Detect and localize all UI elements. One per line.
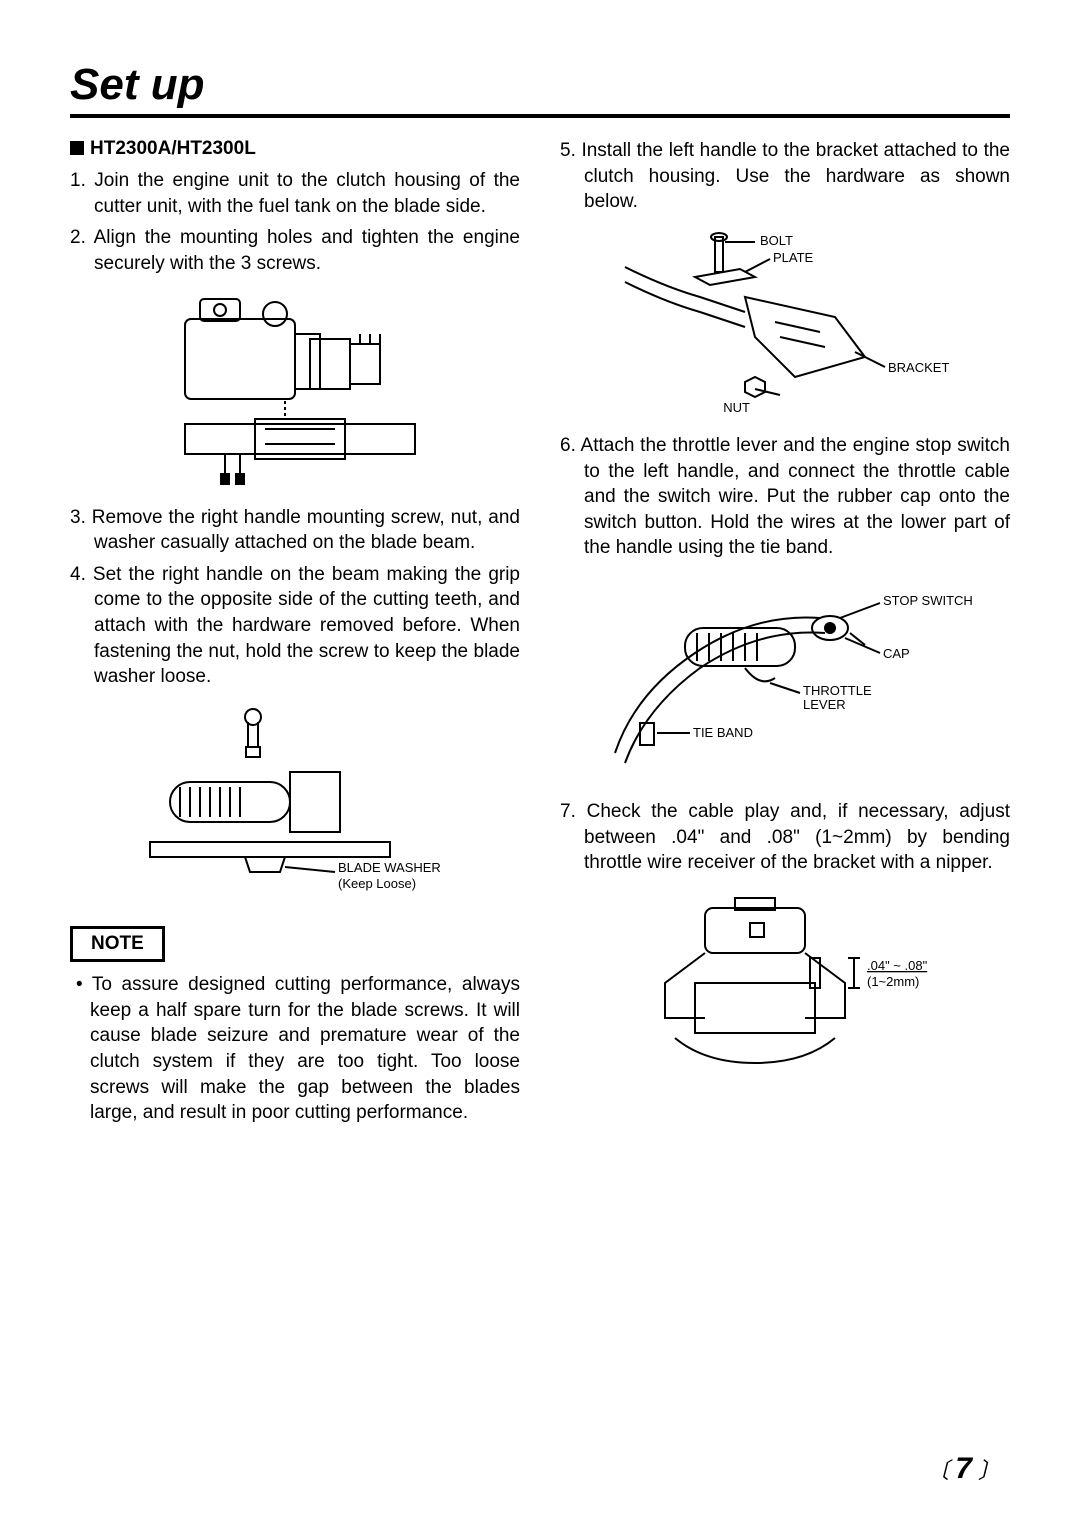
figure-right-handle: BLADE WASHER (Keep Loose) bbox=[70, 702, 520, 902]
note-label: NOTE bbox=[70, 926, 165, 962]
label-bracket: BRACKET bbox=[888, 360, 949, 375]
label-nut: NUT bbox=[723, 400, 750, 415]
model-header-text: HT2300A/HT2300L bbox=[90, 138, 256, 159]
label-plate: PLATE bbox=[773, 250, 814, 265]
step-7: 7. Check the cable play and, if necessar… bbox=[560, 799, 1010, 876]
right-step-list-1: 5. Install the left handle to the bracke… bbox=[560, 138, 1010, 215]
cable-play-icon: .04" ~ .08" (1~2mm) bbox=[605, 888, 965, 1078]
step-1: 1. Join the engine unit to the clutch ho… bbox=[70, 168, 520, 219]
step-4: 4. Set the right handle on the beam maki… bbox=[70, 562, 520, 690]
throttle-icon: STOP SWITCH CAP THROTTLE LEVER TIE BAND bbox=[585, 573, 985, 783]
left-step-list: 1. Join the engine unit to the clutch ho… bbox=[70, 168, 520, 277]
label-tie-band: TIE BAND bbox=[693, 725, 753, 740]
label-range-l1: .04" ~ .08" bbox=[867, 958, 928, 973]
square-bullet-icon bbox=[70, 141, 84, 155]
model-header: HT2300A/HT2300L bbox=[70, 138, 520, 160]
label-keep-loose: (Keep Loose) bbox=[338, 876, 416, 891]
right-column: 5. Install the left handle to the bracke… bbox=[560, 138, 1010, 1126]
page-title: Set up bbox=[70, 60, 1010, 118]
right-step-list-2: 6. Attach the throttle lever and the eng… bbox=[560, 433, 1010, 561]
step-5: 5. Install the left handle to the bracke… bbox=[560, 138, 1010, 215]
label-throttle-l1: THROTTLE bbox=[803, 683, 872, 698]
left-column: HT2300A/HT2300L 1. Join the engine unit … bbox=[70, 138, 520, 1126]
label-stop-switch: STOP SWITCH bbox=[883, 593, 973, 608]
label-bolt: BOLT bbox=[760, 233, 793, 248]
label-cap: CAP bbox=[883, 646, 910, 661]
step-6: 6. Attach the throttle lever and the eng… bbox=[560, 433, 1010, 561]
left-step-list-2: 3. Remove the right handle mounting scre… bbox=[70, 505, 520, 690]
figure-bracket: BOLT PLATE NUT BRACKET bbox=[560, 227, 1010, 417]
right-step-list-3: 7. Check the cable play and, if necessar… bbox=[560, 799, 1010, 876]
content-columns: HT2300A/HT2300L 1. Join the engine unit … bbox=[70, 138, 1010, 1126]
page-number-value: 7 bbox=[955, 1452, 972, 1485]
figure-engine-assembly bbox=[70, 289, 520, 489]
engine-assembly-icon bbox=[145, 289, 445, 489]
right-handle-icon: BLADE WASHER (Keep Loose) bbox=[130, 702, 460, 902]
figure-throttle: STOP SWITCH CAP THROTTLE LEVER TIE BAND bbox=[560, 573, 1010, 783]
label-throttle-l2: LEVER bbox=[803, 697, 846, 712]
figure-cable-play: .04" ~ .08" (1~2mm) bbox=[560, 888, 1010, 1078]
step-2: 2. Align the mounting holes and tighten … bbox=[70, 225, 520, 276]
label-blade-washer: BLADE WASHER bbox=[338, 860, 441, 875]
label-range-l2: (1~2mm) bbox=[867, 974, 919, 989]
step-3: 3. Remove the right handle mounting scre… bbox=[70, 505, 520, 556]
bracket-icon: BOLT PLATE NUT BRACKET bbox=[605, 227, 965, 417]
page-number: 〔 7 〕 bbox=[927, 1452, 1000, 1486]
note-text: • To assure designed cutting performance… bbox=[70, 972, 520, 1126]
